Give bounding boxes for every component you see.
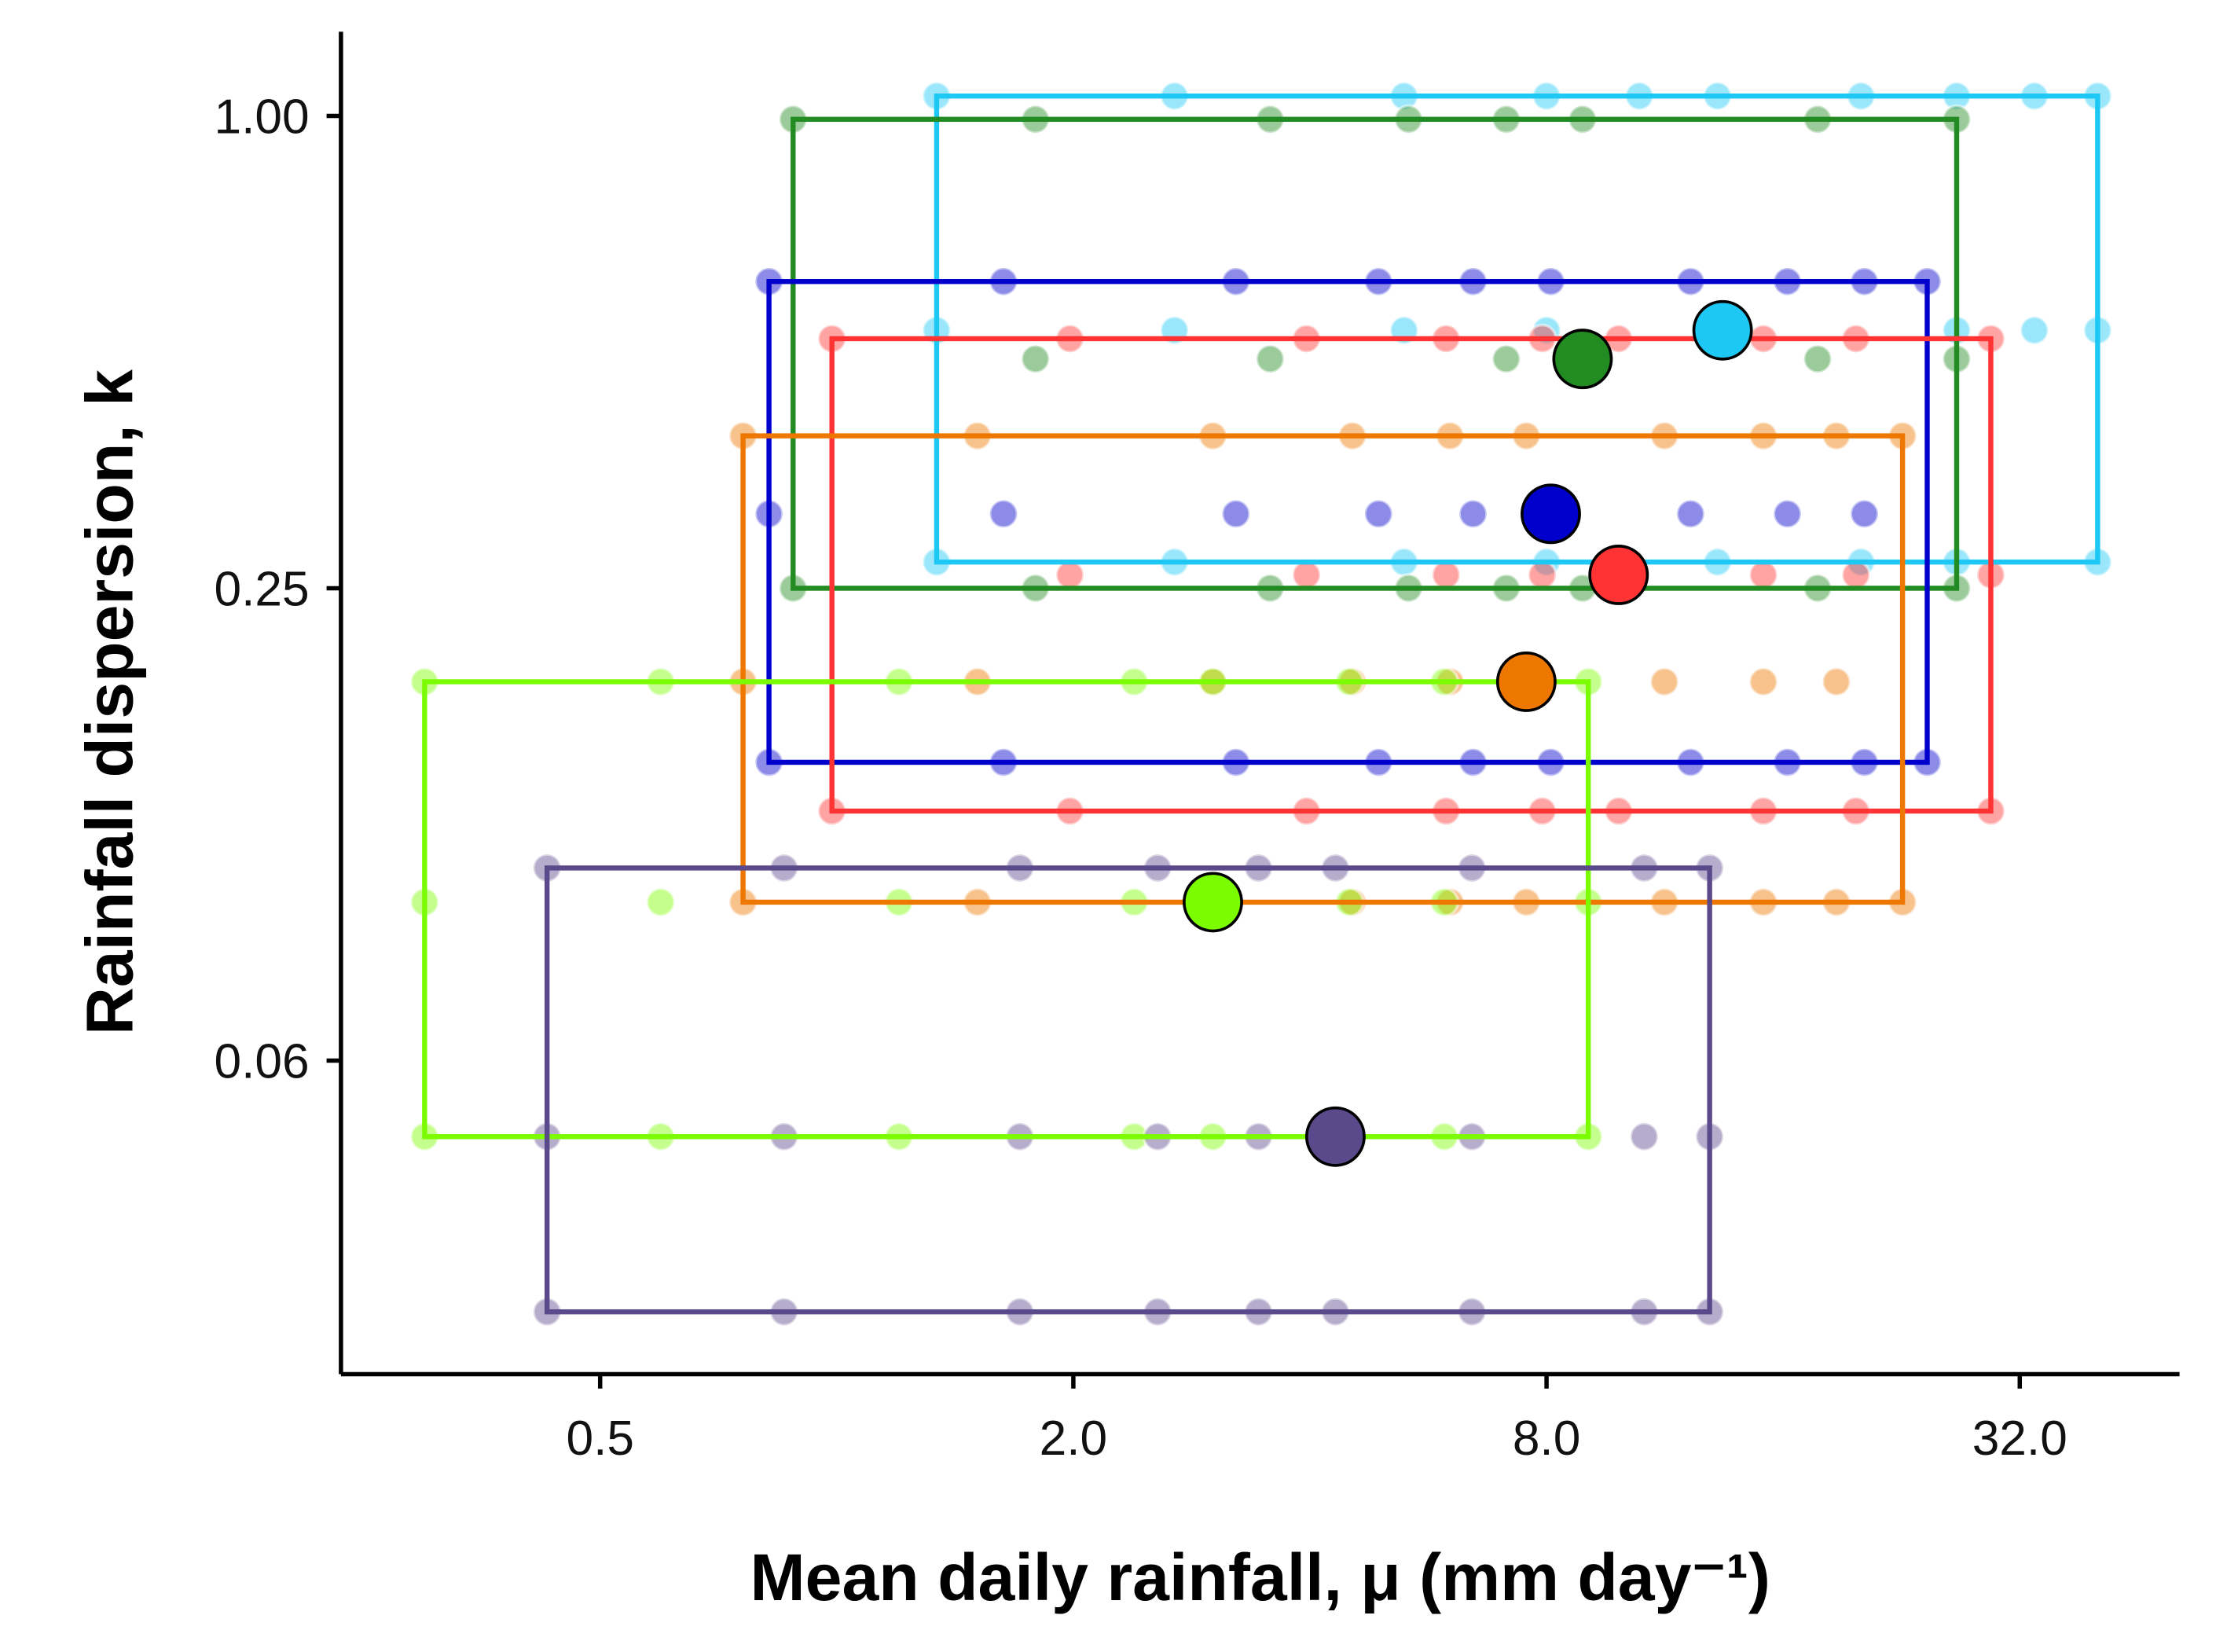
point	[1849, 498, 1880, 530]
point	[1020, 343, 1051, 374]
point	[1772, 498, 1803, 530]
point	[1430, 560, 1462, 590]
point	[1527, 560, 1557, 590]
mean-point	[1495, 652, 1557, 712]
point	[1748, 560, 1779, 590]
range-box	[791, 116, 1960, 591]
x-tick-label: 32.0	[1972, 1412, 2067, 1466]
means	[1183, 299, 1753, 1167]
mean-point	[1304, 1106, 1366, 1167]
x-axis-title: Mean daily rainfall, μ (mm day⁻¹)	[750, 1540, 1770, 1614]
range-boxes	[422, 93, 2100, 1315]
point	[1255, 343, 1286, 374]
point	[1629, 1122, 1660, 1152]
point	[1291, 560, 1322, 590]
range-box	[422, 679, 1591, 1140]
x-tick-label: 2.0	[1040, 1412, 1108, 1466]
point	[1802, 343, 1833, 374]
point	[2019, 315, 2050, 346]
point	[1649, 666, 1680, 697]
point	[1491, 343, 1522, 374]
axes: 0.5 2.0 8.0 32.0 1.00 0.25 0.06	[214, 31, 2180, 1466]
point	[1840, 560, 1871, 590]
range-box	[766, 279, 1930, 765]
range-box	[544, 865, 1712, 1315]
point	[1363, 498, 1394, 530]
mean-point	[1588, 545, 1649, 605]
point	[1821, 666, 1852, 697]
x-tick-label: 0.5	[566, 1412, 634, 1466]
x-tick-label: 8.0	[1513, 1412, 1581, 1466]
mean-point	[1521, 483, 1581, 545]
y-tick-label: 0.25	[214, 562, 309, 616]
y-axis-title: Rainfall dispersion, k	[72, 369, 146, 1035]
point	[1055, 560, 1085, 590]
point	[1748, 666, 1779, 697]
mean-point	[1692, 299, 1753, 361]
point	[645, 887, 676, 918]
range-box	[740, 433, 1906, 905]
y-tick-label: 1.00	[214, 90, 309, 144]
point	[1220, 498, 1251, 530]
range-box	[934, 93, 2100, 565]
mean-point	[1552, 329, 1613, 390]
mean-point	[1183, 872, 1243, 933]
point	[1675, 498, 1706, 530]
range-box	[829, 336, 1994, 814]
point	[988, 498, 1019, 530]
point	[1458, 498, 1488, 530]
y-tick-label: 0.06	[214, 1034, 309, 1088]
